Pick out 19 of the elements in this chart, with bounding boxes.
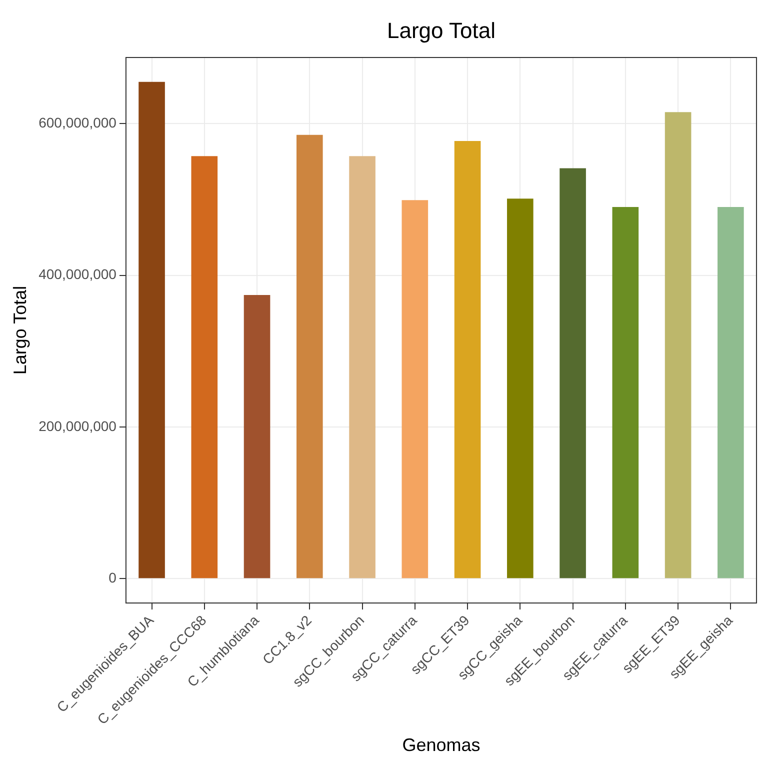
bar [507,198,534,578]
y-axis-title: Largo Total [10,286,30,375]
bar [612,206,639,578]
bar [402,200,428,578]
bar [244,294,270,578]
bar [560,168,586,578]
chart-title: Largo Total [387,18,496,44]
y-tick-label: 600,000,000 [38,114,117,130]
bar [296,134,323,578]
y-tick-label: 400,000,000 [38,266,117,282]
bar [138,82,165,578]
bar [349,156,376,578]
bar [664,112,692,578]
bar [191,156,218,578]
bar [454,141,481,578]
y-tick-label: 200,000,000 [38,418,117,434]
x-axis-title: Genomas [402,735,480,756]
y-tick-label: 0 [108,570,117,586]
bar [718,206,744,578]
